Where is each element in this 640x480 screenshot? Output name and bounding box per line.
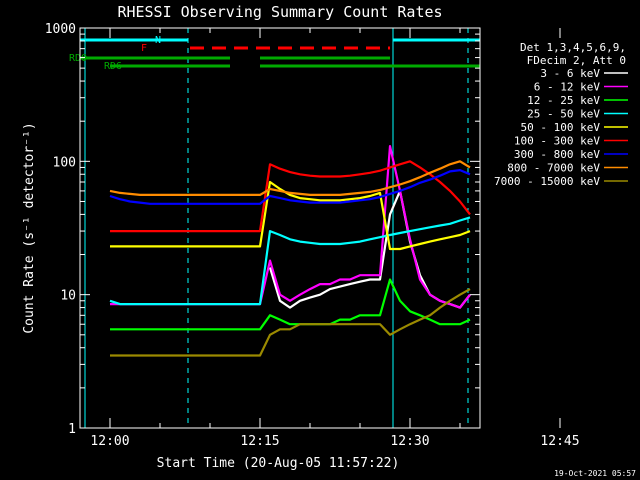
flag-label-n: N — [155, 35, 161, 46]
y-tick-label: 1 — [68, 422, 76, 437]
legend: Det 1,3,4,5,6,9,FDecim 2, Att 03 - 6 keV… — [494, 41, 628, 188]
series-line-4 — [110, 180, 471, 251]
x-tick-label: 12:30 — [390, 434, 429, 449]
legend-label: 100 - 300 keV — [514, 135, 600, 148]
series-line-3 — [109, 216, 471, 306]
series-line-2 — [110, 278, 471, 331]
series-line-8 — [110, 288, 471, 357]
y-tick-label: 10 — [60, 289, 76, 304]
y-tick-label: 1000 — [45, 22, 76, 37]
series-line-6 — [109, 169, 471, 205]
x-axis-label: Start Time (20-Aug-05 11:57:22) — [157, 456, 400, 471]
x-tick-label: 12:15 — [240, 434, 279, 449]
plot-frame — [79, 27, 481, 429]
legend-label: 50 - 100 keV — [521, 121, 601, 134]
series-line-5 — [110, 160, 471, 233]
x-tick-label: 12:45 — [540, 434, 579, 449]
plot-area: NF RD0 RD6 — [69, 28, 480, 428]
chart-title: RHESSI Observing Summary Count Rates — [117, 3, 442, 21]
legend-label: 3 - 6 keV — [540, 67, 600, 80]
legend-label: 7000 - 15000 keV — [494, 175, 600, 188]
flag-label-f: F — [141, 43, 147, 54]
legend-header: Det 1,3,4,5,6,9, — [520, 41, 626, 54]
legend-label: 6 - 12 keV — [534, 81, 601, 94]
y-tick-label: 100 — [53, 155, 76, 170]
legend-label: 800 - 7000 keV — [507, 162, 600, 175]
flag-label-rd0: RD0 — [69, 53, 87, 64]
generation-timestamp: 19-Oct-2021 05:57 — [554, 469, 636, 478]
legend-label: 300 - 800 keV — [514, 148, 600, 161]
legend-header: FDecim 2, Att 0 — [527, 54, 626, 67]
legend-label: 12 - 25 keV — [527, 94, 600, 107]
x-tick-label: 12:00 — [90, 434, 129, 449]
axes: 110100100012:0012:1512:3012:4513:0013:15… — [45, 22, 580, 449]
y-axis-label: Count Rate (s⁻¹ detector⁻¹) — [22, 122, 37, 333]
flag-label-rd6: RD6 — [104, 61, 122, 72]
legend-label: 25 - 50 keV — [527, 108, 600, 121]
series-line-7 — [109, 160, 471, 196]
